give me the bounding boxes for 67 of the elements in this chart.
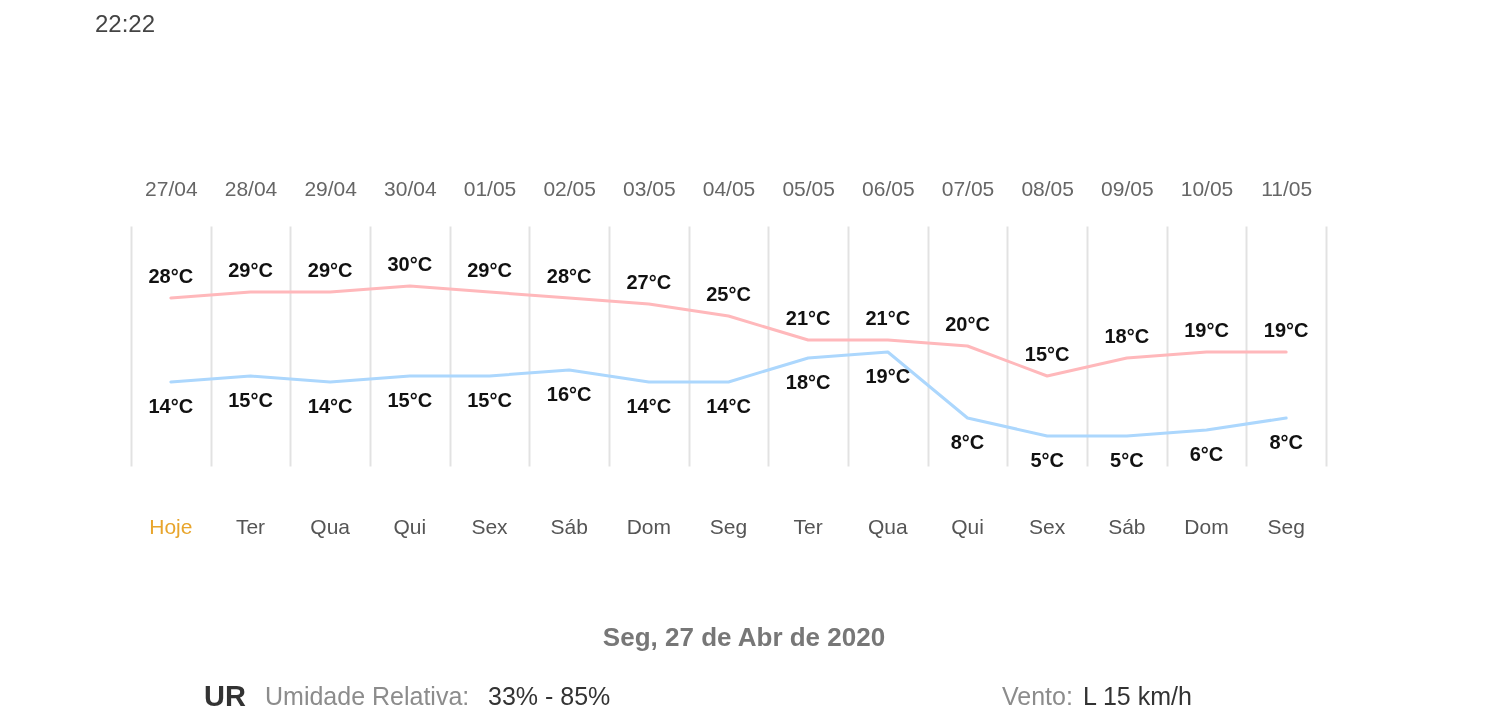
x-tick-label: 27/04 [145,176,198,200]
data-label: 29°C [228,259,273,281]
data-label: 19°C [865,365,911,387]
text: UR [204,680,246,712]
data-label: 16°C [546,383,592,405]
text: Dom [626,515,672,538]
text: L 15 km/h [1083,682,1192,710]
text: Dom [1184,515,1229,538]
x-tick-label: 10/05 [1180,176,1234,200]
text: Seg, 27 de Abr de 2020 [602,622,886,652]
x-tick-label: 09/05 [1101,176,1154,200]
data-label: 25°C [706,283,751,305]
data-label: 15°C [467,389,512,411]
data-label: 21°C [785,307,831,329]
data-label: 5°C [1030,449,1064,471]
data-label: 5°C [1110,449,1144,471]
data-label: 15°C [1024,343,1070,365]
x-tick-label: 11/05 [1261,176,1313,200]
data-label: 14°C [307,395,353,417]
data-label: 14°C [148,395,194,417]
text: Vento: [1002,682,1073,710]
text: Sex [1029,515,1066,538]
data-label: 29°C [307,259,353,281]
data-label: 30°C [387,253,433,275]
data-label: 15°C [387,389,433,411]
data-label: 6°C [1189,443,1224,465]
text: Seg [709,515,748,538]
data-label: 18°C [1104,325,1150,347]
x-tick-label: 30/04 [384,176,437,200]
text: Umidade Relativa: [265,682,470,710]
x-tick-label: 05/05 [782,176,835,200]
data-label: 19°C [1263,319,1309,341]
data-label: 15°C [228,389,273,411]
data-label: 28°C [148,265,194,287]
text: Sáb [1108,515,1146,538]
text: Seg [1267,515,1305,538]
data-label: 18°C [785,371,831,393]
data-label: 19°C [1184,319,1229,341]
x-tick-label: 08/05 [1021,176,1074,200]
x-tick-label: 02/05 [543,176,596,200]
text: Sáb [550,515,588,538]
data-label: 21°C [865,307,911,329]
text: Sex [471,515,509,538]
text: Qui [393,515,427,538]
x-tick-label: 07/05 [941,176,995,200]
data-label: 14°C [626,395,672,417]
data-label: 8°C [950,431,985,453]
data-label: 29°C [467,259,512,281]
text: Ter [235,515,266,538]
x-tick-label: 29/04 [304,176,358,200]
x-tick-label: 28/04 [224,176,278,200]
text: Qua [867,515,908,538]
x-tick-label: 01/05 [463,176,517,200]
text: 22:22 [95,10,156,37]
x-tick-label: 03/05 [623,176,676,200]
data-label: 27°C [626,271,672,293]
text: Ter [793,515,823,538]
text: Hoje [149,515,193,538]
text: 33% - 85% [488,682,611,710]
data-label: 28°C [546,265,592,287]
text: Qua [310,515,351,538]
x-tick-label: 04/05 [702,176,756,200]
text: Qui [951,515,984,538]
x-tick-label: 06/05 [862,176,915,200]
data-label: 20°C [945,313,990,335]
data-label: 8°C [1269,431,1303,453]
data-label: 14°C [706,395,751,417]
